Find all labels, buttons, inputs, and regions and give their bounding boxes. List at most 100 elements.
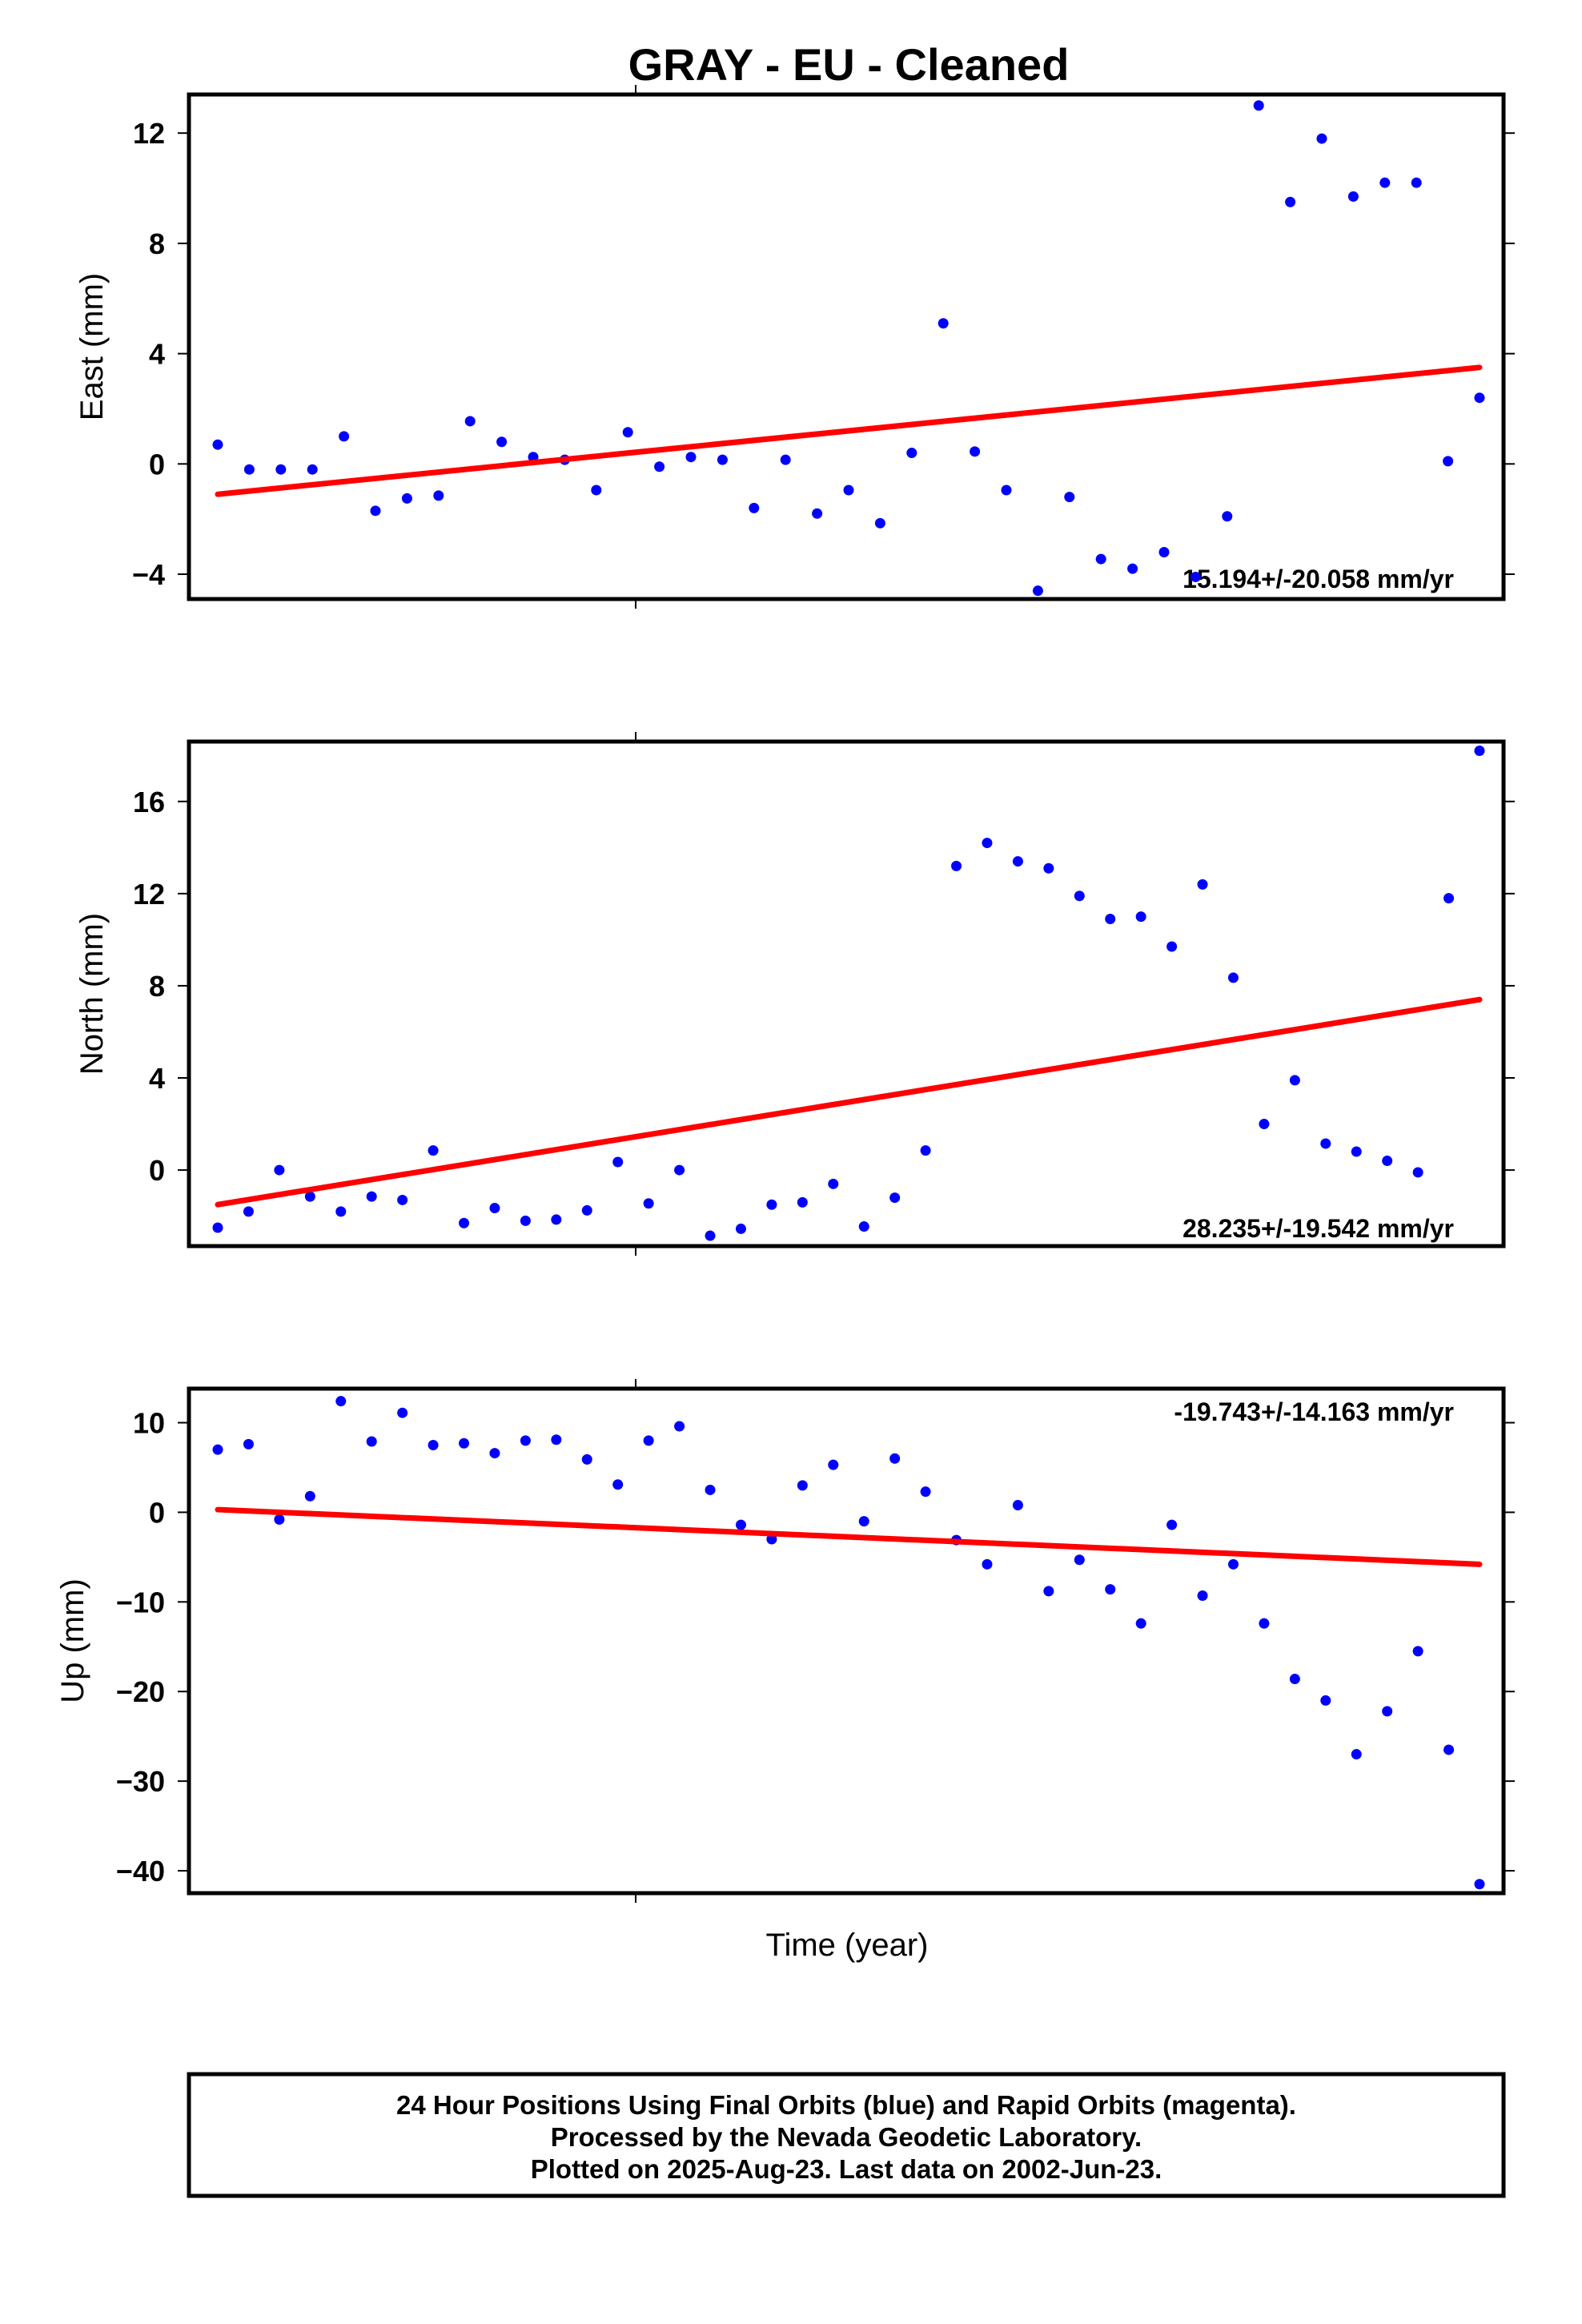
up-data-point xyxy=(643,1435,654,1446)
up-data-marks xyxy=(212,1396,1485,1890)
up-data-point xyxy=(889,1453,901,1464)
north-ytick-label: 8 xyxy=(149,970,165,1003)
north-data-point xyxy=(1412,1167,1423,1178)
up-data-point xyxy=(1320,1695,1331,1706)
east-data-point xyxy=(243,464,255,475)
east-ytick-label: 8 xyxy=(149,227,165,260)
north-data-point xyxy=(1105,914,1116,925)
north-ytick-label: 0 xyxy=(149,1154,165,1187)
up-data-point xyxy=(1227,1558,1239,1570)
east-data-point xyxy=(1285,196,1296,207)
up-data-point xyxy=(1351,1749,1362,1760)
north-data-point xyxy=(1289,1075,1300,1086)
up-data-point xyxy=(766,1534,777,1545)
north-data-point xyxy=(766,1199,777,1210)
up-ytick-label: −40 xyxy=(116,1855,165,1888)
east-panel: East (mm) 15.194+/-20.058 mm/yr 12 8 4 0 −4 xyxy=(74,85,1515,609)
chart-title: GRAY - EU - Cleaned xyxy=(628,39,1070,90)
north-data-point xyxy=(1074,891,1085,902)
east-data-point xyxy=(307,464,318,475)
up-data-point xyxy=(366,1436,377,1447)
north-data-point xyxy=(1227,972,1239,983)
east-data-point xyxy=(654,461,665,472)
up-ytick-label: −20 xyxy=(116,1675,165,1708)
east-ytick-label: 0 xyxy=(149,448,165,480)
up-data-point xyxy=(828,1459,839,1470)
north-data-point xyxy=(243,1206,254,1217)
north-axis-label: North (mm) xyxy=(74,913,110,1075)
east-data-point xyxy=(1064,492,1075,503)
east-data-point xyxy=(843,485,854,496)
north-ytick-label: 12 xyxy=(133,878,165,911)
up-data-point xyxy=(335,1396,347,1407)
up-data-point xyxy=(920,1486,931,1498)
north-data-point xyxy=(335,1206,347,1217)
east-data-point xyxy=(1001,485,1012,496)
north-data-point xyxy=(889,1192,901,1204)
up-data-point xyxy=(705,1484,716,1495)
up-plot-frame xyxy=(187,1386,1506,1896)
up-axis-label: Up (mm) xyxy=(55,1578,90,1703)
up-data-point xyxy=(982,1558,993,1570)
east-data-point xyxy=(401,493,412,504)
up-data-point xyxy=(520,1435,531,1446)
east-data-point xyxy=(685,452,697,463)
north-data-point xyxy=(428,1145,439,1156)
east-data-point xyxy=(780,454,791,465)
up-data-point xyxy=(1166,1519,1178,1530)
footer-frame xyxy=(187,2072,1506,2198)
north-data-point xyxy=(1166,941,1178,952)
up-data-point xyxy=(304,1490,315,1502)
north-data-point xyxy=(1443,893,1455,904)
north-trend-line xyxy=(215,996,1483,1208)
x-axis-label: Time (year) xyxy=(766,1928,929,1963)
up-data-point xyxy=(797,1480,808,1491)
footer-box: 24 Hour Positions Using Final Orbits (bl… xyxy=(187,2072,1506,2198)
north-data-point xyxy=(643,1198,654,1209)
footer-line-1: 24 Hour Positions Using Final Orbits (bl… xyxy=(396,2090,1296,2120)
north-data-point xyxy=(858,1221,869,1232)
north-data-point xyxy=(489,1203,500,1214)
north-data-point xyxy=(1135,911,1146,923)
up-ytick-label: 10 xyxy=(133,1407,165,1440)
up-data-point xyxy=(735,1519,746,1530)
east-data-point xyxy=(1474,392,1485,404)
east-ytick-label: −4 xyxy=(132,558,165,591)
north-data-point xyxy=(1351,1146,1362,1157)
up-velocity-label: -19.743+/-14.163 mm/yr xyxy=(1174,1397,1454,1426)
east-data-point xyxy=(1127,563,1138,574)
up-data-point xyxy=(212,1444,223,1455)
north-data-point xyxy=(612,1156,624,1168)
east-data-point xyxy=(212,439,223,450)
north-data-point xyxy=(1043,862,1054,874)
east-data-point xyxy=(622,427,633,438)
east-data-point xyxy=(1379,177,1391,188)
up-data-point xyxy=(551,1434,562,1445)
up-data-point xyxy=(1289,1674,1300,1685)
north-data-point xyxy=(674,1164,685,1176)
north-data-point xyxy=(797,1196,808,1208)
east-plot-frame xyxy=(187,92,1506,601)
up-data-point xyxy=(397,1407,408,1418)
east-data-point xyxy=(464,416,476,427)
north-data-point xyxy=(1382,1156,1393,1167)
north-ytick-label: 16 xyxy=(133,786,165,818)
north-velocity-label: 28.235+/-19.542 mm/yr xyxy=(1182,1214,1454,1243)
east-data-point xyxy=(717,454,728,465)
east-data-point xyxy=(1411,177,1422,188)
east-data-point xyxy=(1095,553,1106,565)
east-axis-label: East (mm) xyxy=(74,273,110,420)
east-data-point xyxy=(1443,456,1454,467)
up-data-point xyxy=(274,1514,285,1525)
north-ytick-label: 4 xyxy=(149,1062,165,1095)
up-data-point xyxy=(581,1454,592,1465)
east-data-point xyxy=(749,502,760,513)
up-data-point xyxy=(1197,1590,1208,1601)
up-data-point xyxy=(1474,1879,1485,1890)
north-data-point xyxy=(735,1223,746,1234)
up-data-point xyxy=(1012,1499,1023,1510)
north-data-point xyxy=(551,1214,562,1225)
up-data-point xyxy=(674,1421,685,1432)
up-data-point xyxy=(1135,1618,1146,1629)
